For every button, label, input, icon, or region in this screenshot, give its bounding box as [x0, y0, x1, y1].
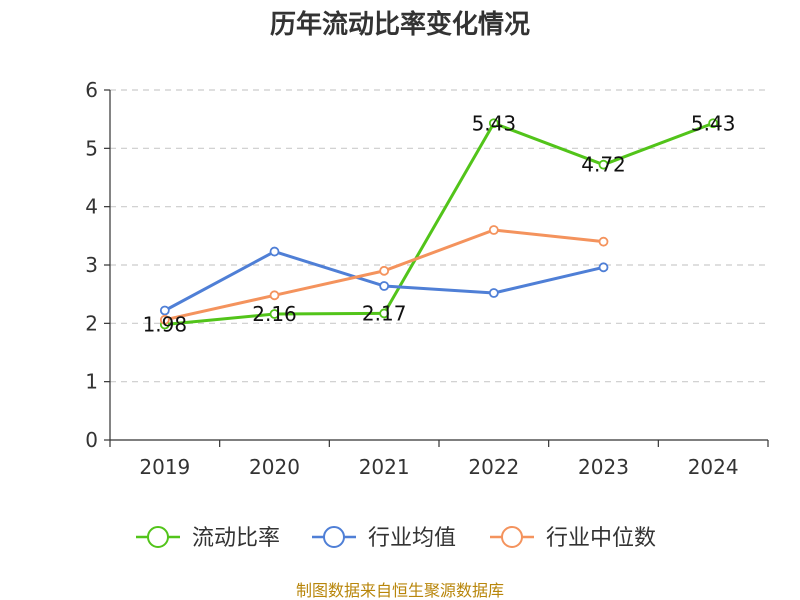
data-point	[159, 314, 170, 325]
data-point	[379, 281, 390, 291]
x-tick-label: 2021	[359, 455, 410, 479]
data-label: 5.43	[472, 111, 517, 135]
data-point	[488, 118, 499, 129]
legend-item: 行业中位数	[490, 526, 656, 551]
data-point	[598, 236, 609, 247]
data-point	[708, 118, 719, 129]
y-tick-label: 4	[85, 195, 98, 219]
legend-marker	[323, 526, 345, 548]
x-tick-label: 2022	[468, 455, 519, 479]
y-tick-label: 3	[85, 253, 98, 277]
legend-label: 流动比率	[192, 526, 280, 551]
y-tick-label: 6	[85, 78, 98, 102]
data-point	[159, 305, 170, 316]
legend-item: 行业均值	[312, 526, 456, 551]
data-point	[269, 290, 280, 301]
chart-title: 历年流动比率变化情况	[270, 9, 530, 40]
legend-marker	[501, 526, 523, 548]
data-label: 5.43	[691, 111, 736, 135]
legend-marker	[147, 526, 169, 548]
series-line-1	[164, 121, 714, 326]
data-label: 2.16	[252, 302, 297, 326]
data-point	[598, 159, 609, 170]
y-tick-label: 2	[85, 311, 98, 335]
data-label: 4.72	[581, 153, 626, 177]
y-tick-label: 0	[85, 428, 98, 452]
grid-lines	[110, 89, 768, 383]
legend-label: 行业中位数	[546, 526, 656, 551]
x-tick-label: 2024	[688, 455, 739, 479]
x-tick-label: 2023	[578, 455, 629, 479]
source-note: 制图数据来自恒生聚源数据库	[296, 581, 504, 600]
data-point	[488, 288, 499, 298]
x-tick-label: 2020	[249, 455, 300, 479]
legend: 流动比率 行业均值 行业中位数	[136, 526, 656, 551]
data-point	[379, 308, 390, 319]
data-label: 1.98	[143, 313, 188, 337]
data-point	[379, 265, 390, 276]
y-tick-label: 5	[85, 136, 98, 160]
data-point	[269, 309, 280, 319]
y-tick-label: 1	[85, 370, 98, 394]
data-label: 2.17	[362, 301, 407, 325]
legend-item: 流动比率	[136, 526, 280, 551]
series-layer	[159, 118, 719, 330]
data-point	[488, 225, 499, 235]
data-point	[269, 246, 280, 257]
axes: 0 1 2 3 4 5 6 2019 2020 2021 2022 2023 2024	[85, 78, 769, 479]
data-labels: 1.98 2.16 2.17 5.43 4.72 5.43	[143, 111, 736, 336]
legend-label: 行业均值	[368, 526, 456, 551]
x-tick-label: 2019	[139, 455, 190, 479]
data-point	[598, 262, 609, 273]
